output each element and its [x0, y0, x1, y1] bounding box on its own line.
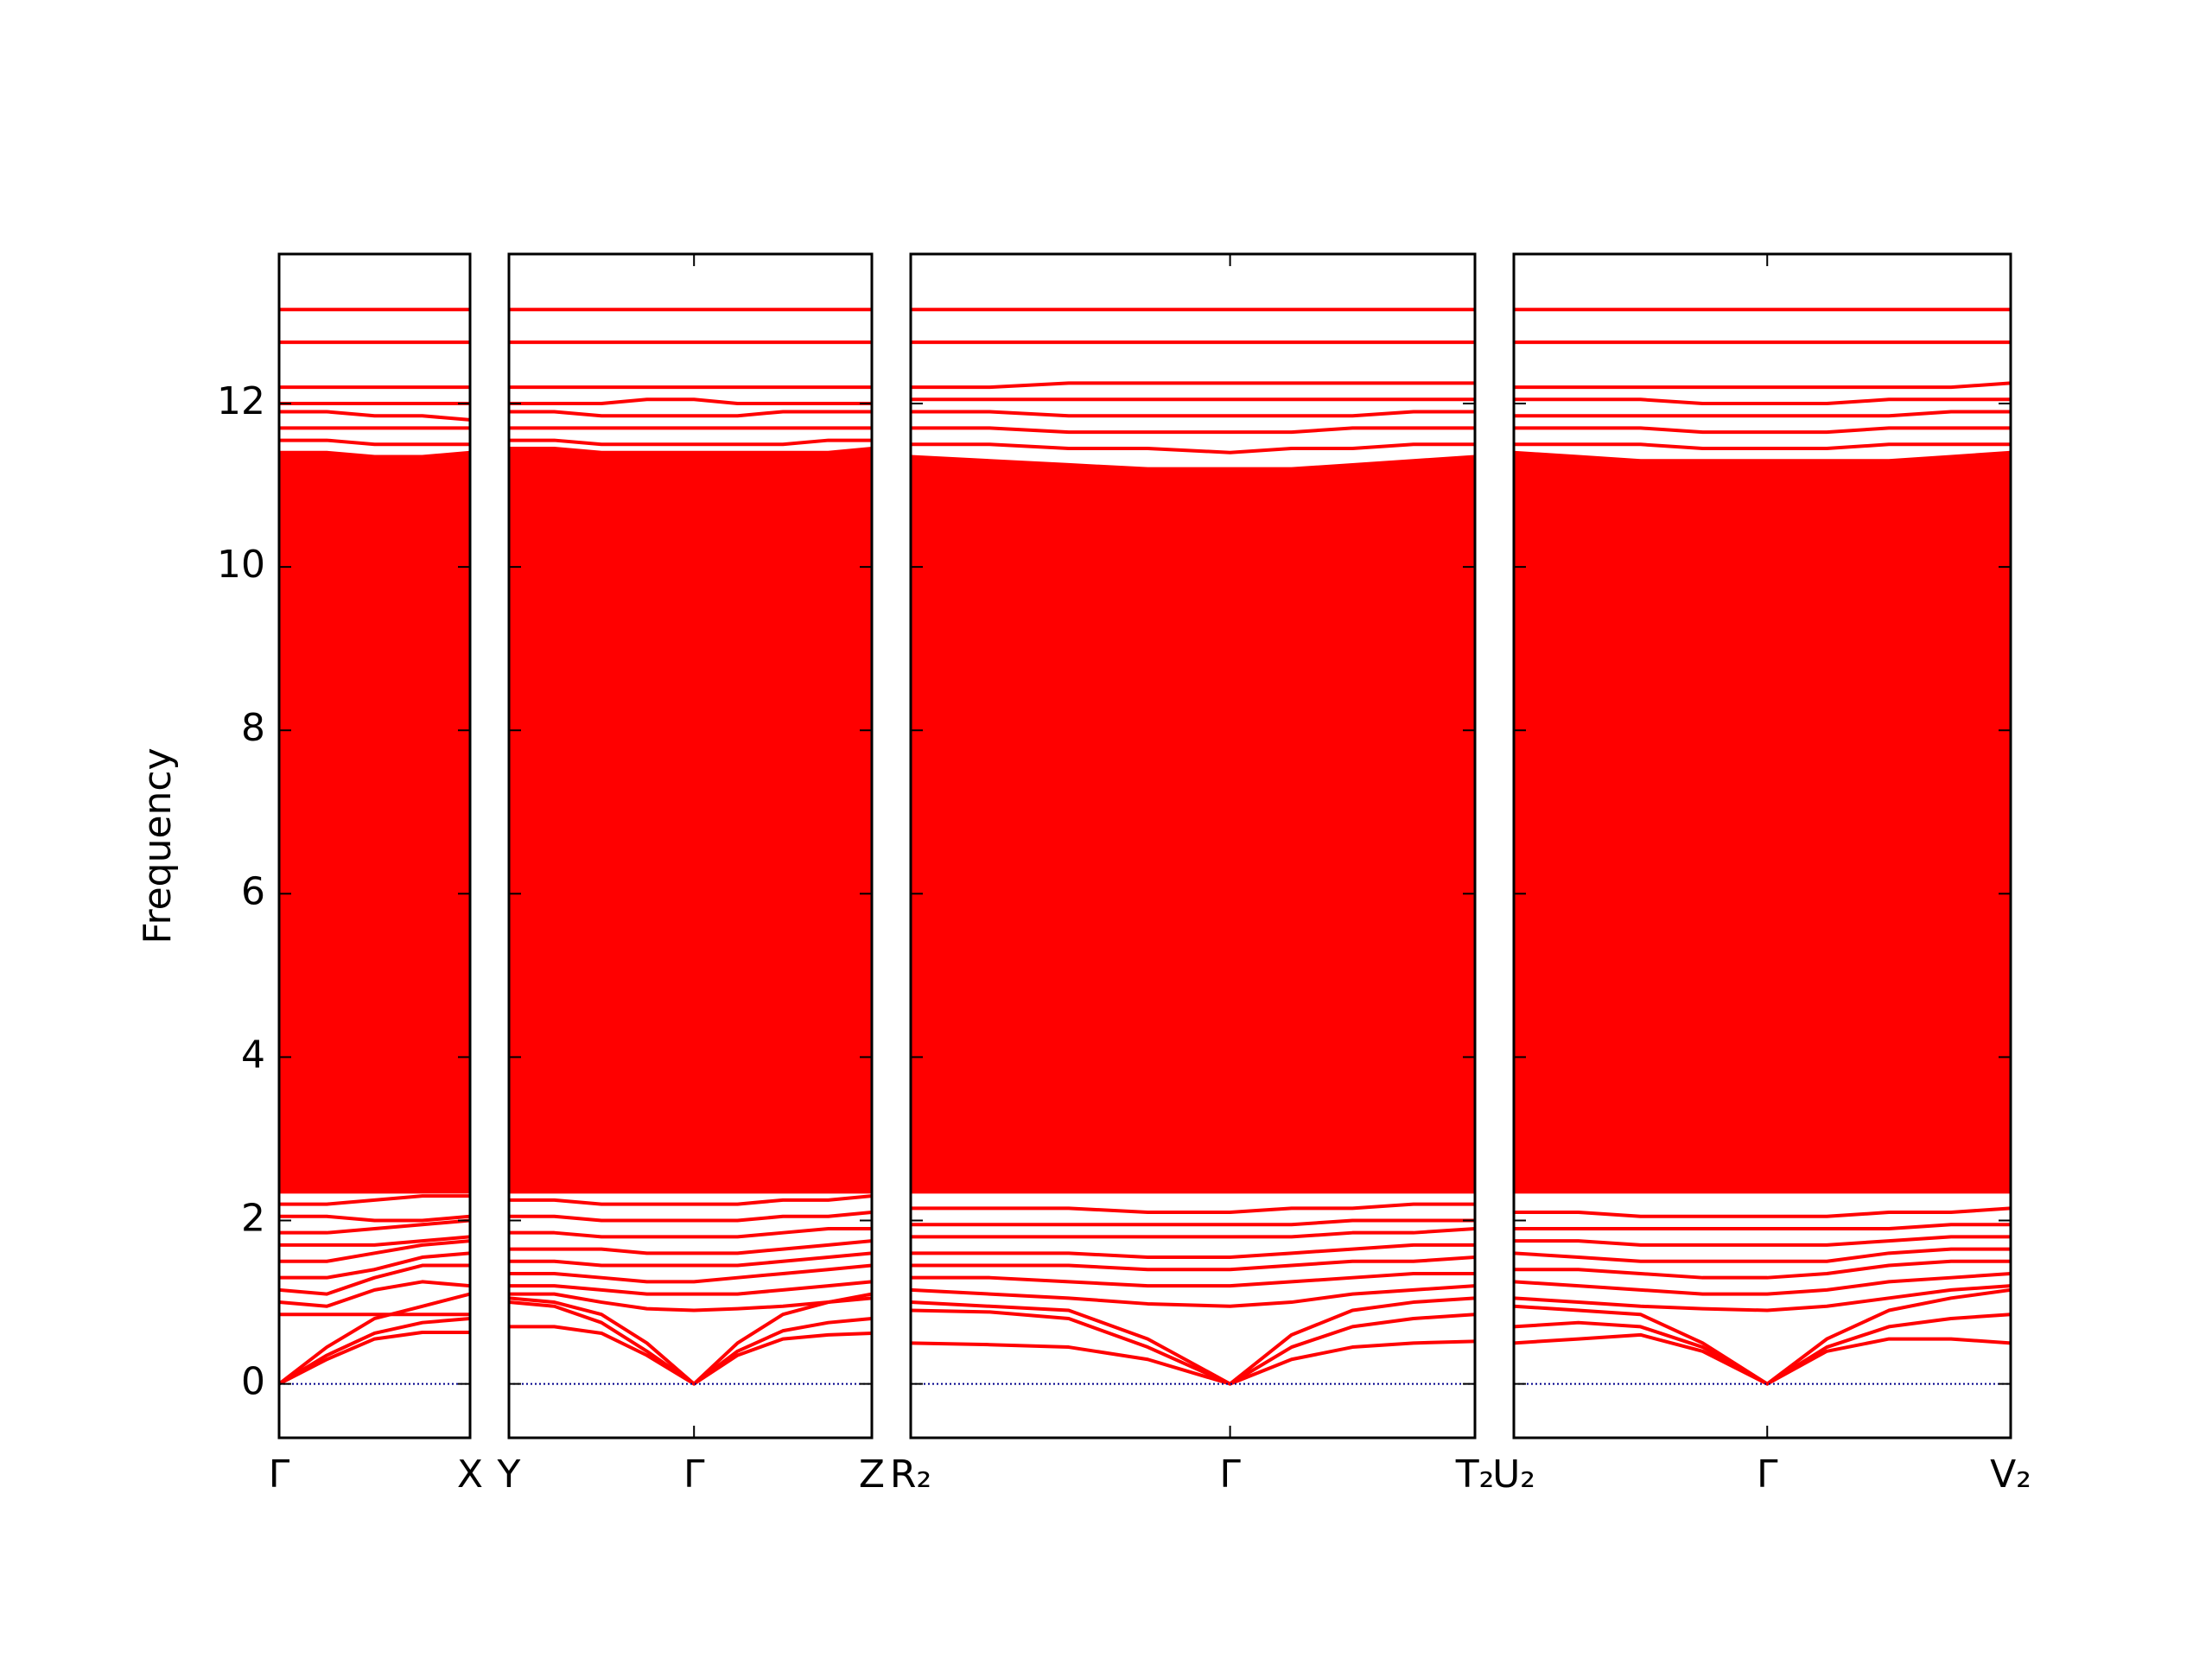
- band-line: [509, 1280, 872, 1296]
- band-line: [1514, 1287, 2011, 1386]
- band-line: [911, 1202, 1475, 1215]
- band-line: [1514, 1223, 2011, 1230]
- band-line: [911, 381, 1475, 390]
- band-line: [279, 1218, 470, 1235]
- band-line: [1514, 410, 2011, 418]
- band-line: [509, 397, 872, 406]
- y-tick-label: 6: [241, 869, 265, 913]
- band-line: [911, 410, 1475, 418]
- band-line: [1514, 1313, 2011, 1386]
- band-line: [509, 1300, 872, 1386]
- x-tick-label: T₂: [1455, 1452, 1495, 1497]
- y-tick-label: 2: [241, 1197, 265, 1241]
- x-tick-label: Z: [859, 1452, 885, 1497]
- band-line: [279, 1235, 470, 1247]
- y-axis-label: Frequency: [136, 747, 180, 944]
- x-tick-label: Γ: [1757, 1452, 1778, 1497]
- band-line: [911, 426, 1475, 435]
- band-line: [509, 1211, 872, 1223]
- band-line: [279, 1280, 470, 1308]
- x-tick-label: X: [457, 1452, 483, 1497]
- band-line: [1514, 426, 2011, 435]
- band-line: [279, 438, 470, 447]
- y-tick-label: 0: [241, 1360, 265, 1404]
- band-line: [911, 1218, 1475, 1227]
- band-line: [279, 1316, 470, 1386]
- panel-frame: [277, 252, 472, 1440]
- band-line: [509, 1226, 872, 1239]
- band-line: [1514, 1206, 2011, 1218]
- band-line: [911, 1284, 1475, 1308]
- band-line: [1514, 442, 2011, 451]
- band-line: [279, 1194, 470, 1206]
- band-line: [911, 1243, 1475, 1260]
- y-tick-label: 10: [217, 543, 265, 587]
- band-line: [279, 1251, 470, 1280]
- x-tick-label: Γ: [269, 1452, 290, 1497]
- band-line: [509, 1251, 872, 1268]
- x-tick-label: V₂: [1990, 1452, 2031, 1497]
- dense-bands: [509, 447, 872, 1194]
- band-line: [911, 1226, 1475, 1239]
- panel-plot: [911, 308, 1475, 1386]
- panel-plot: [509, 308, 872, 1386]
- x-tick-label: U₂: [1492, 1452, 1535, 1497]
- x-tick-label: Y: [497, 1452, 521, 1497]
- band-line: [911, 1255, 1475, 1272]
- band-line: [509, 438, 872, 447]
- band-line: [1514, 1247, 2011, 1263]
- x-tick-label: R₂: [890, 1452, 931, 1497]
- band-line: [911, 1296, 1475, 1386]
- band-line: [279, 1331, 470, 1386]
- band-line: [1514, 397, 2011, 406]
- x-tick-label: Γ: [1219, 1452, 1241, 1497]
- panel-frame: [507, 252, 874, 1440]
- band-line: [509, 1292, 872, 1313]
- band-line: [279, 1239, 470, 1263]
- panel-frame: [909, 252, 1477, 1440]
- dense-bands: [911, 454, 1475, 1194]
- band-line: [279, 1263, 470, 1296]
- band-line: [1514, 1332, 2011, 1386]
- band-line: [1514, 1284, 2011, 1313]
- band-line: [509, 1239, 872, 1255]
- band-line: [279, 410, 470, 422]
- band-line: [911, 1271, 1475, 1288]
- y-tick-label: 4: [241, 1033, 265, 1077]
- band-line: [1514, 1259, 2011, 1280]
- panel-plot: [1514, 308, 2011, 1386]
- band-line: [911, 442, 1475, 454]
- dense-bands: [279, 450, 470, 1194]
- band-line: [279, 1214, 470, 1223]
- dense-bands: [1514, 450, 2011, 1194]
- band-line: [509, 1316, 872, 1386]
- band-line: [279, 1292, 470, 1386]
- band-line: [509, 1194, 872, 1206]
- y-tick-label: 12: [217, 379, 265, 423]
- band-line: [1514, 381, 2011, 390]
- panel-frame: [1512, 252, 2012, 1440]
- y-tick-label: 8: [241, 706, 265, 750]
- band-line: [509, 410, 872, 418]
- band-line: [1514, 1235, 2011, 1247]
- x-tick-label: Γ: [683, 1452, 705, 1497]
- band-line: [1514, 1271, 2011, 1296]
- band-line: [509, 1296, 872, 1386]
- band-line: [509, 1263, 872, 1284]
- panel-plot: [279, 308, 470, 1386]
